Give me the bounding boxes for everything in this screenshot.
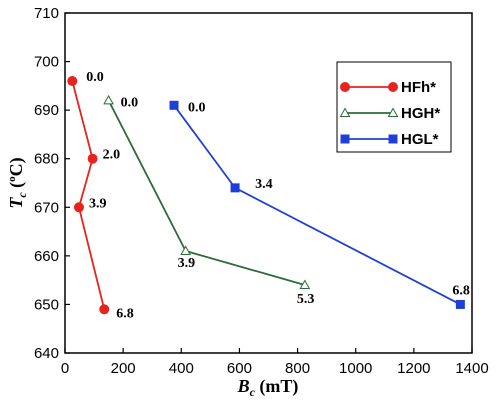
x-tick-label: 1000 — [339, 360, 372, 377]
y-axis-title-unit-open: ( — [6, 182, 27, 193]
data-point — [103, 94, 114, 105]
x-tick-label: 0 — [61, 360, 69, 377]
data-label: 6.8 — [452, 283, 470, 298]
y-tick-label: 650 — [34, 296, 59, 313]
data-point — [87, 153, 98, 164]
x-axis-title-main: B — [237, 376, 250, 396]
data-point — [230, 183, 240, 193]
x-tick-label: 1400 — [455, 360, 488, 377]
legend-marker — [340, 134, 350, 144]
legend: HFh* HGH* HGL* — [336, 61, 452, 153]
data-label: 3.9 — [178, 256, 196, 271]
legend-label: HFh* — [401, 79, 436, 96]
y-tick-label: 680 — [34, 151, 59, 168]
y-tick-label: 670 — [34, 199, 59, 216]
legend-marker — [340, 82, 350, 92]
y-axis-title-main: T — [6, 197, 26, 209]
y-tick-label: 690 — [34, 102, 59, 119]
data-label: 0.0 — [86, 70, 104, 85]
series-line — [107, 100, 306, 286]
x-tick-label: 1200 — [397, 360, 430, 377]
x-tick-label: 800 — [285, 360, 310, 377]
y-axis-title-sub: c — [15, 192, 29, 198]
series-line — [71, 80, 106, 310]
x-axis-title-unit: (mT) — [255, 376, 299, 397]
data-label: 6.8 — [116, 306, 134, 321]
y-axis-title-unit-close: C) — [6, 157, 27, 176]
data-point — [180, 245, 192, 255]
legend-marker — [388, 82, 398, 92]
data-point — [73, 202, 84, 213]
series-hgh: 0.0 3.9 5.3 — [103, 94, 315, 307]
x-tick-label: 400 — [169, 360, 194, 377]
data-point — [99, 304, 110, 315]
legend-marker — [339, 107, 351, 117]
series-layer: 0.0 2.0 3.9 6.8 0.0 3.9 5.3 0.0 3.4 6.8 — [67, 70, 470, 321]
data-label: 3.4 — [255, 177, 273, 192]
x-tick-label: 200 — [111, 360, 136, 377]
data-point — [455, 299, 465, 309]
data-label: 0.0 — [188, 100, 206, 115]
data-point — [299, 279, 311, 289]
tick-layer: 0 200 400 600 800 1000 1200 1400 640 650 660 670 680… — [34, 5, 489, 377]
y-tick-label: 640 — [34, 345, 59, 362]
series-hfh: 0.0 2.0 3.9 6.8 — [67, 70, 134, 321]
legend-marker — [387, 107, 399, 117]
data-label: 0.0 — [121, 95, 139, 110]
y-tick-label: 660 — [34, 248, 59, 265]
legend-label: HGH* — [401, 105, 440, 122]
x-axis-title: Bc (mT) — [237, 376, 299, 399]
series-hgl: 0.0 3.4 6.8 — [169, 100, 470, 309]
y-axis-title-unit-sup: o — [6, 176, 18, 182]
y-tick-label: 700 — [34, 54, 59, 71]
data-point — [169, 100, 179, 110]
legend-label: HGL* — [401, 131, 439, 148]
data-label: 3.9 — [89, 196, 107, 211]
data-label: 5.3 — [297, 292, 315, 307]
plot-frame — [64, 12, 473, 354]
legend-marker — [388, 134, 398, 144]
x-tick-label: 600 — [227, 360, 252, 377]
data-label: 2.0 — [103, 148, 121, 163]
data-point — [67, 76, 78, 86]
x-axis-title-sub: c — [250, 385, 256, 399]
y-tick-label: 710 — [34, 5, 59, 22]
y-axis-title: Tc (oC) — [6, 157, 29, 208]
